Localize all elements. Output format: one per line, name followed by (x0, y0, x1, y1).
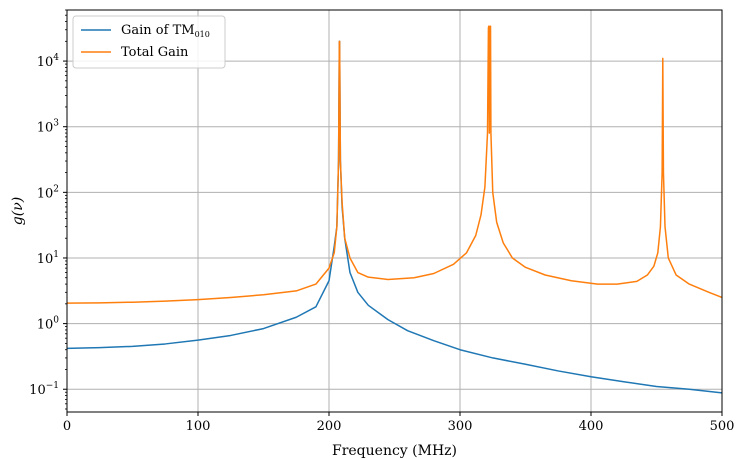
series-line-total-gain (66, 25, 723, 304)
y-axis-label: g(ν) (10, 197, 26, 225)
y-tick-label: 102 (37, 184, 59, 201)
x-tick-label: 200 (317, 419, 342, 434)
y-tick-label: 10−1 (29, 381, 59, 398)
y-tick-label: 101 (37, 250, 59, 267)
x-tick-label: 300 (448, 419, 473, 434)
series-lines (66, 25, 723, 394)
y-tick-label: 103 (37, 119, 60, 136)
x-tick-label: 500 (710, 419, 735, 434)
legend: Gain of TM010 Total Gain (72, 15, 226, 69)
legend-label-gain-tm010: Gain of TM010 (121, 23, 210, 39)
x-tick-label: 100 (186, 419, 211, 434)
x-tick-label: 0 (63, 419, 71, 434)
x-tick-label: 400 (579, 419, 604, 434)
x-axis-label: Frequency (MHz) (332, 443, 457, 459)
plot-frame (66, 9, 723, 413)
legend-box (72, 15, 226, 69)
legend-label-total-gain: Total Gain (121, 45, 189, 60)
y-tick-label: 104 (37, 53, 60, 70)
series-line-gain-of-tmtm010 (66, 40, 723, 394)
legend-label-gain-tm010-main: Gain of TM (121, 23, 195, 38)
legend-label-gain-tm010-subscript: 010 (195, 30, 210, 39)
y-tick-label: 100 (37, 316, 60, 333)
grid-lines (66, 10, 723, 412)
